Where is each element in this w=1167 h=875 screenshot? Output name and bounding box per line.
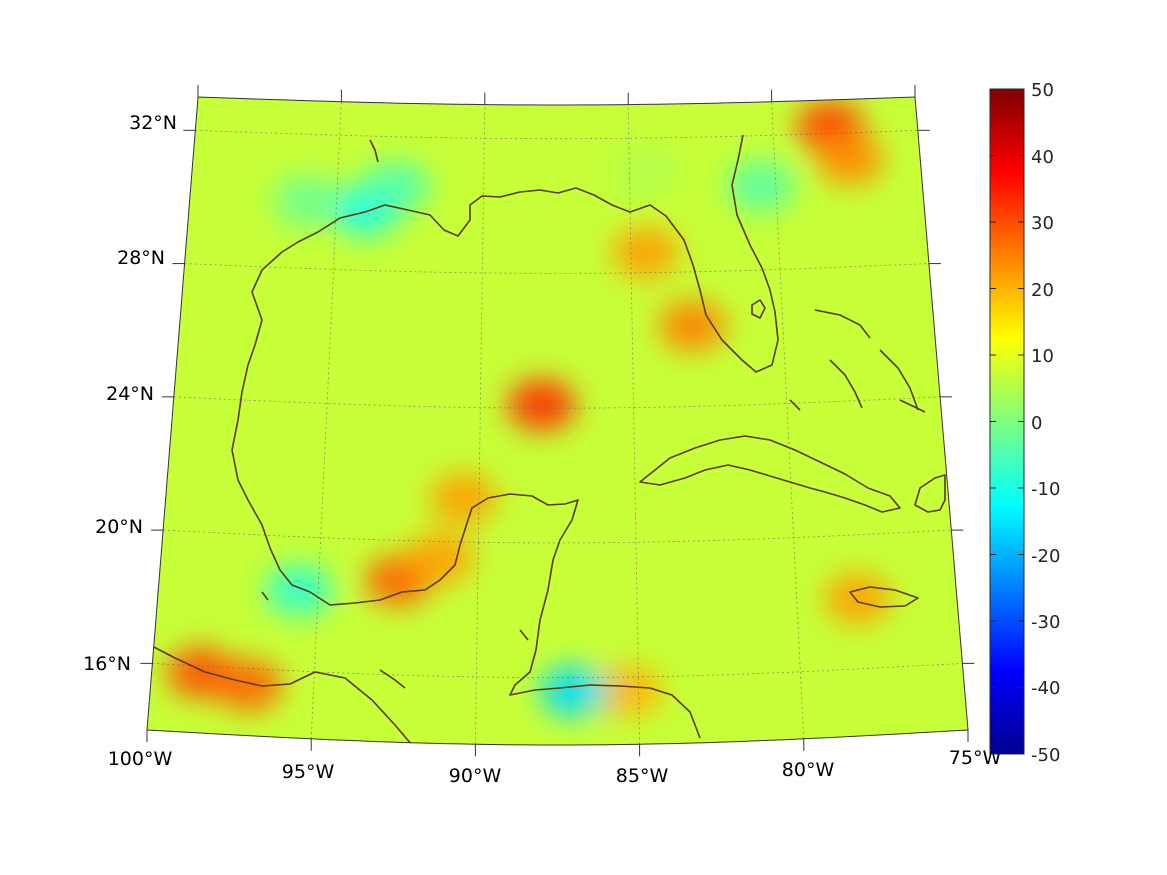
bahamas-coastline bbox=[789, 309, 926, 413]
colorbar-ticks bbox=[990, 88, 1024, 755]
anomaly-blob bbox=[727, 160, 796, 212]
lon-label-85: 85°W bbox=[616, 765, 669, 787]
lon-label-90: 90°W bbox=[449, 765, 502, 787]
gulf-coastline bbox=[231, 134, 779, 739]
colorbar-label-minus50: -50 bbox=[1031, 745, 1060, 766]
colorbar-label-minus10: -10 bbox=[1031, 479, 1060, 500]
lat-label-20: 20°N bbox=[95, 516, 143, 538]
colorbar-label-10: 10 bbox=[1031, 346, 1054, 367]
lon-label-100: 100°W bbox=[108, 748, 173, 770]
anomaly-blob bbox=[273, 175, 342, 228]
anomaly-blob bbox=[507, 378, 576, 431]
parallel-line bbox=[195, 129, 918, 140]
cuba-coastline bbox=[639, 435, 901, 513]
colorbar-label-0: 0 bbox=[1031, 413, 1042, 434]
small-islands bbox=[261, 139, 529, 689]
frame-ticks bbox=[140, 85, 975, 757]
colorbar-label-50: 50 bbox=[1031, 80, 1054, 101]
colorbar-labels: 50 40 30 20 10 0 -10 -20 -30 -40 -50 bbox=[1031, 80, 1060, 766]
meridian-line bbox=[771, 101, 805, 739]
lat-label-16: 16°N bbox=[83, 653, 131, 675]
coastlines bbox=[149, 134, 946, 745]
colorbar: 50 40 30 20 10 0 -10 -20 -30 -40 -50 bbox=[989, 80, 1060, 766]
anomaly-blob bbox=[361, 161, 430, 214]
colorbar-label-30: 30 bbox=[1031, 213, 1054, 234]
longitude-labels: 100°W 95°W 90°W 85°W 80°W 75°W bbox=[108, 747, 1002, 787]
anomaly-blob bbox=[214, 659, 283, 712]
lake-okeechobee bbox=[751, 299, 766, 319]
lon-label-80: 80°W bbox=[782, 759, 835, 781]
jamaica-coastline bbox=[849, 586, 919, 608]
latitude-labels: 32°N 28°N 24°N 20°N 16°N bbox=[83, 112, 177, 675]
anomaly-blob bbox=[406, 532, 475, 585]
anomaly-blob bbox=[265, 564, 334, 617]
colorbar-label-minus40: -40 bbox=[1031, 678, 1060, 699]
map-field bbox=[147, 97, 968, 745]
lat-label-32: 32°N bbox=[129, 112, 177, 134]
lon-label-75: 75°W bbox=[949, 747, 1002, 769]
anomaly-blob bbox=[823, 572, 892, 625]
hispaniola-coastline bbox=[914, 474, 946, 513]
lat-label-28: 28°N bbox=[117, 247, 165, 269]
meridian-line bbox=[475, 104, 486, 745]
anomaly-blob bbox=[539, 665, 608, 718]
parallel-line bbox=[163, 529, 952, 544]
meridian-line bbox=[627, 104, 640, 745]
anomaly-blob bbox=[658, 299, 727, 352]
parallel-line bbox=[184, 263, 929, 274]
anomaly-blob bbox=[610, 145, 678, 198]
pacific-coastline bbox=[149, 644, 413, 745]
graticule bbox=[152, 101, 963, 745]
anomaly-blob bbox=[594, 664, 663, 717]
colorbar-label-minus20: -20 bbox=[1031, 546, 1060, 567]
colorbar-label-40: 40 bbox=[1031, 147, 1054, 168]
colorbar-label-minus30: -30 bbox=[1031, 612, 1060, 633]
anomaly-blob bbox=[816, 133, 885, 186]
anomaly-blob bbox=[611, 226, 680, 279]
parallel-line bbox=[152, 663, 963, 678]
colorbar-label-20: 20 bbox=[1031, 280, 1054, 301]
lat-label-24: 24°N bbox=[106, 383, 154, 405]
meridian-line bbox=[310, 101, 342, 739]
anomaly-blob bbox=[429, 472, 498, 525]
lon-label-95: 95°W bbox=[282, 761, 335, 783]
anomaly-blobs bbox=[166, 100, 892, 718]
